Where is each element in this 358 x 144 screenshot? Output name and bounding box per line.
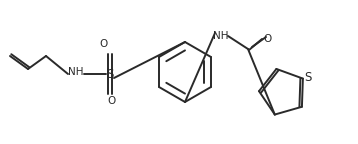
- Text: NH: NH: [213, 31, 229, 41]
- Text: O: O: [100, 39, 108, 49]
- Text: O: O: [264, 34, 272, 44]
- Text: O: O: [108, 96, 116, 106]
- Text: NH: NH: [68, 67, 84, 77]
- Text: S: S: [106, 68, 114, 80]
- Text: S: S: [304, 71, 311, 84]
